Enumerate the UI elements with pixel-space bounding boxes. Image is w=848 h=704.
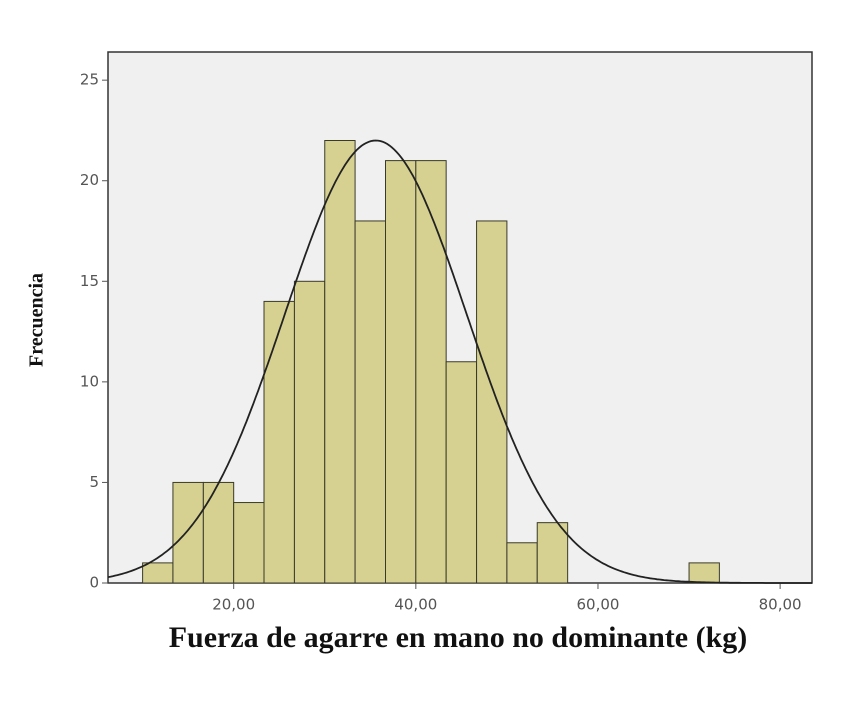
- bar: [415, 160, 447, 584]
- x-tick-label: 60,00: [577, 596, 620, 614]
- y-tick-label: 5: [89, 473, 99, 491]
- bar: [324, 140, 356, 584]
- bar: [354, 220, 387, 584]
- y-tick-label: 15: [80, 272, 99, 290]
- bar: [688, 562, 720, 584]
- y-tick-label: 0: [89, 574, 99, 592]
- bar: [476, 220, 508, 584]
- x-tick-label: 80,00: [759, 596, 802, 614]
- bar: [293, 280, 326, 584]
- y-tick-label: 10: [80, 372, 99, 390]
- bar: [142, 562, 174, 584]
- y-tick-label: 25: [80, 71, 99, 89]
- bar: [445, 361, 478, 584]
- bar: [506, 542, 538, 584]
- y-tick-label: 20: [80, 171, 99, 189]
- bar: [233, 502, 265, 584]
- x-axis-title: Fuerza de agarre en mano no dominante (k…: [169, 621, 748, 654]
- bar: [263, 300, 295, 584]
- x-tick-label: 40,00: [394, 596, 437, 614]
- bar: [202, 481, 235, 584]
- y-axis-title: Frecuencia: [26, 273, 48, 367]
- bar: [536, 522, 569, 584]
- bar: [385, 160, 417, 584]
- bar: [172, 481, 204, 584]
- x-tick-label: 20,00: [212, 596, 255, 614]
- normal-curve: [107, 139, 812, 584]
